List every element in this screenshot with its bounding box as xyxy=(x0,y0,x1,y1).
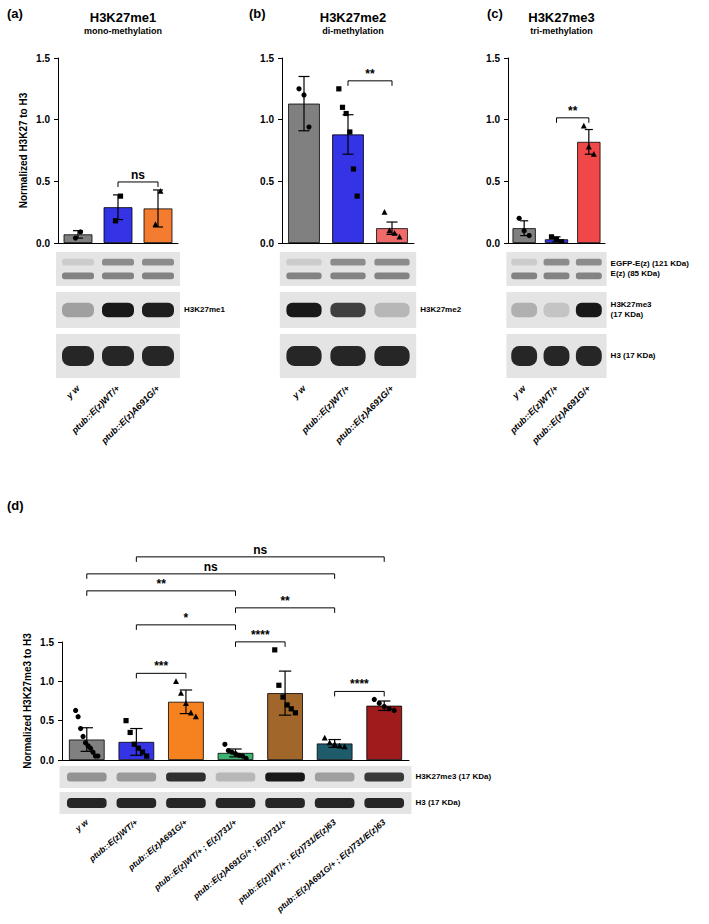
svg-text:(a): (a) xyxy=(7,6,23,21)
svg-text:0.0: 0.0 xyxy=(486,238,500,249)
svg-text:H3 (17 KDa): H3 (17 KDa) xyxy=(611,351,656,360)
svg-text:ns: ns xyxy=(204,560,218,574)
svg-text:(d): (d) xyxy=(7,498,24,513)
svg-text:di-methylation: di-methylation xyxy=(322,26,384,36)
svg-text:0.5: 0.5 xyxy=(40,715,54,726)
svg-text:1.0: 1.0 xyxy=(486,114,500,125)
svg-text:ptub::E(z)A691G/+ ; E(z)731/+: ptub::E(z)A691G/+ ; E(z)731/+ xyxy=(190,817,288,902)
svg-text:**: ** xyxy=(156,577,166,591)
svg-text:y w: y w xyxy=(72,816,91,834)
svg-text:H3K27me1: H3K27me1 xyxy=(90,10,157,25)
svg-text:Normalized H3K27 to H3: Normalized H3K27 to H3 xyxy=(18,92,29,208)
svg-text:ptub::E(z)WT/+: ptub::E(z)WT/+ xyxy=(508,383,560,436)
svg-text:H3K27me3 (17 KDa): H3K27me3 (17 KDa) xyxy=(415,772,491,781)
svg-text:***: *** xyxy=(154,659,168,673)
svg-text:EGFP-E(z) (121 KDa): EGFP-E(z) (121 KDa) xyxy=(611,259,690,268)
svg-text:ptub::E(z)WT/+: ptub::E(z)WT/+ xyxy=(69,383,122,436)
svg-text:ptub::E(z)WT/+ ; E(z)731/+: ptub::E(z)WT/+ ; E(z)731/+ xyxy=(151,817,239,893)
svg-text:H3 (17 KDa): H3 (17 KDa) xyxy=(415,798,460,807)
svg-text:****: **** xyxy=(251,628,270,642)
svg-text:ptub::E(z)WT/+: ptub::E(z)WT/+ xyxy=(86,817,139,864)
svg-text:y w: y w xyxy=(510,383,529,402)
svg-text:0.0: 0.0 xyxy=(260,238,274,249)
svg-text:****: **** xyxy=(350,677,369,691)
svg-text:ptub::E(z)A691G/+: ptub::E(z)A691G/+ xyxy=(99,383,163,447)
svg-text:ptub::E(z)A691G/+: ptub::E(z)A691G/+ xyxy=(333,383,397,447)
svg-text:0.5: 0.5 xyxy=(260,176,274,187)
svg-text:H3K27me2: H3K27me2 xyxy=(420,305,461,314)
svg-text:1.0: 1.0 xyxy=(36,114,50,125)
svg-text:H3K27me1: H3K27me1 xyxy=(184,305,225,314)
svg-text:y w: y w xyxy=(290,383,309,402)
svg-text:ptub::E(z)A691G/+: ptub::E(z)A691G/+ xyxy=(126,817,190,873)
svg-text:1.0: 1.0 xyxy=(260,114,274,125)
svg-text:0.5: 0.5 xyxy=(486,176,500,187)
svg-text:(c): (c) xyxy=(487,6,503,21)
svg-text:0.0: 0.0 xyxy=(36,238,50,249)
svg-text:0.5: 0.5 xyxy=(36,176,50,187)
svg-text:H3K27me3: H3K27me3 xyxy=(611,300,652,309)
svg-text:(b): (b) xyxy=(249,6,266,21)
svg-text:tri-methylation: tri-methylation xyxy=(530,26,593,36)
svg-text:1.5: 1.5 xyxy=(486,53,500,64)
svg-text:0.0: 0.0 xyxy=(40,755,54,766)
svg-text:**: ** xyxy=(568,104,578,118)
svg-text:ptub::E(z)A691G/+ ; E(z)731/E(: ptub::E(z)A691G/+ ; E(z)731/E(z)63 xyxy=(274,817,388,915)
svg-text:ptub::E(z)A691G/+: ptub::E(z)A691G/+ xyxy=(529,383,593,447)
svg-text:ns: ns xyxy=(131,168,145,182)
svg-text:(17 KDa): (17 KDa) xyxy=(611,310,644,319)
svg-text:1.0: 1.0 xyxy=(40,676,54,687)
svg-text:mono-methylation: mono-methylation xyxy=(84,26,162,36)
svg-text:H3K27me2: H3K27me2 xyxy=(320,10,387,25)
svg-text:**: ** xyxy=(365,67,375,81)
svg-text:**: ** xyxy=(280,594,290,608)
svg-text:ptub::E(z)WT/+: ptub::E(z)WT/+ xyxy=(299,383,352,436)
svg-text:y w: y w xyxy=(64,383,83,402)
svg-text:*: * xyxy=(184,611,189,625)
svg-text:E(z) (85 KDa): E(z) (85 KDa) xyxy=(611,269,661,278)
svg-text:ptub::E(z)WT/+ ; E(z)731/E(z)6: ptub::E(z)WT/+ ; E(z)731/E(z)63 xyxy=(235,817,338,906)
svg-text:ns: ns xyxy=(253,543,267,557)
svg-text:H3K27me3: H3K27me3 xyxy=(528,10,595,25)
svg-text:1.5: 1.5 xyxy=(36,53,50,64)
svg-text:Normalized H3K27me3 to H3: Normalized H3K27me3 to H3 xyxy=(22,633,33,769)
svg-text:1.5: 1.5 xyxy=(40,637,54,648)
svg-text:1.5: 1.5 xyxy=(260,53,274,64)
